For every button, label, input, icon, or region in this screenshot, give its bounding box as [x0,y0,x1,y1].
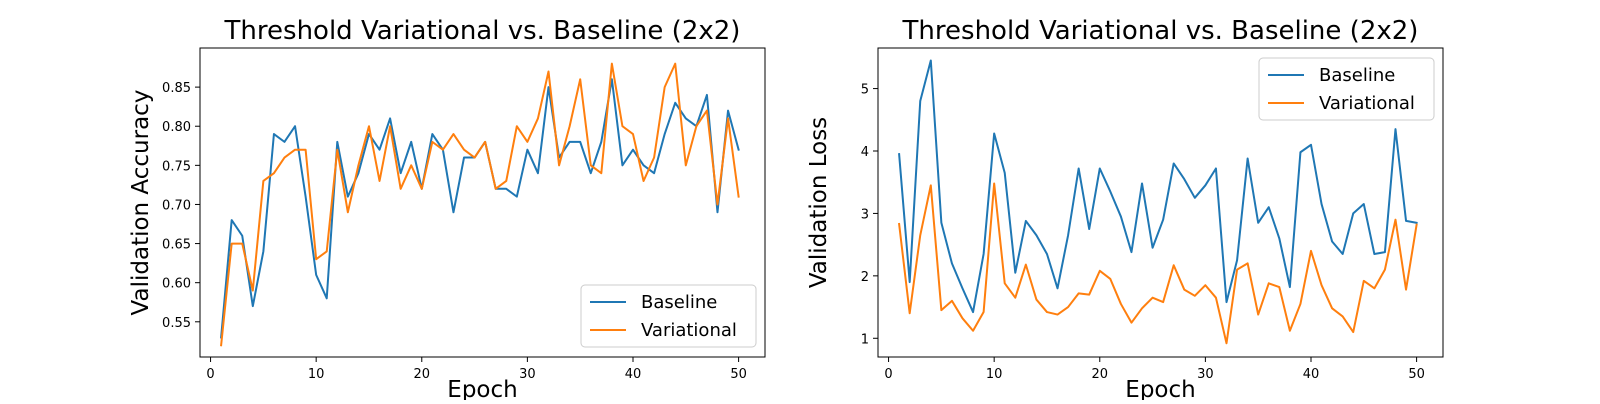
y-axis-label: Validation Loss [806,117,832,288]
x-axis-label: Epoch [1125,377,1195,400]
x-axis-label: Epoch [447,377,517,400]
series-line-baseline [898,59,1418,314]
x-tick-label: 0 [884,367,892,382]
x-tick-label: 40 [1303,367,1320,382]
y-tick-label: 0.75 [162,159,191,174]
y-tick-label: 4 [861,145,869,160]
legend: Baseline Variational [580,284,757,348]
x-tick-label: 20 [414,367,431,382]
x-tick-label: 30 [519,367,536,382]
plot-frame [199,47,766,358]
x-tick-label: 20 [1092,367,1109,382]
chart-panel-1: Threshold Variational vs. Baseline (2x2)… [128,16,766,403]
legend: Baseline Variational [1258,57,1435,121]
y-tick-label: 0.80 [162,120,191,135]
legend-box [580,284,757,348]
legend-label-baseline: Baseline [641,292,717,313]
series-line-variational [220,62,740,347]
chart-panel-2: Threshold Variational vs. Baseline (2x2)… [806,16,1444,403]
legend-box [1258,57,1435,121]
y-tick-label: 3 [861,207,869,222]
x-tick-label: 30 [1197,367,1214,382]
y-tick-label: 0.65 [162,238,191,253]
x-tick-label: 10 [986,367,1003,382]
chart-title: Threshold Variational vs. Baseline (2x2) [902,16,1419,46]
x-tick-label: 50 [730,367,747,382]
x-tick-label: 40 [625,367,642,382]
y-tick-label: 2 [861,270,869,285]
series-line-variational [898,182,1418,345]
legend-label-baseline: Baseline [1319,65,1395,86]
x-tick-label: 10 [308,367,325,382]
y-axis-label: Validation Accuracy [128,90,154,316]
x-tick-label: 50 [1408,367,1425,382]
y-tick-label: 1 [861,332,869,347]
chart-title: Threshold Variational vs. Baseline (2x2) [224,16,741,46]
x-tick-label: 0 [206,367,214,382]
plot-frame [877,47,1444,358]
y-tick-label: 0.70 [162,198,191,213]
y-tick-label: 0.60 [162,277,191,292]
y-tick-label: 5 [861,83,869,98]
legend-label-variational: Variational [641,320,737,341]
legend-label-variational: Variational [1319,93,1415,114]
y-tick-label: 0.85 [162,81,191,96]
y-tick-label: 0.55 [162,316,191,331]
